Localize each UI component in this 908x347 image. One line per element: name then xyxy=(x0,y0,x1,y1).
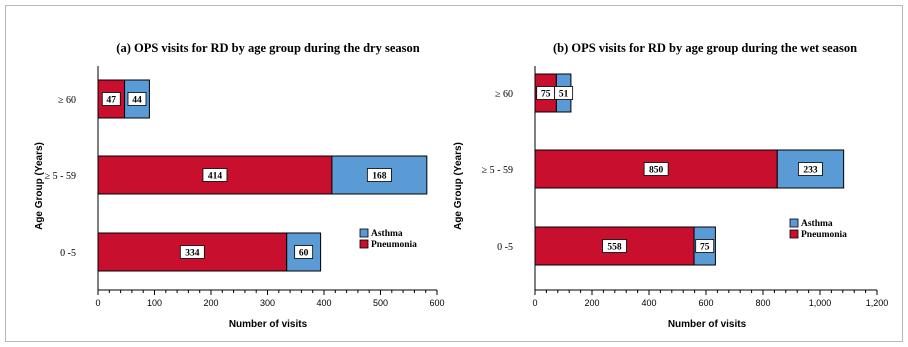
y-axis-label: Age Group (Years) xyxy=(34,142,45,230)
legend-label: Asthma xyxy=(801,219,833,229)
data-label: 414 xyxy=(208,172,223,182)
data-label: 51 xyxy=(559,90,569,100)
data-label: 75 xyxy=(541,90,551,100)
data-label: 850 xyxy=(649,166,664,176)
legend-label: Pneumonia xyxy=(801,230,847,240)
x-tick-label: 400 xyxy=(641,298,656,308)
data-label-box xyxy=(554,86,574,100)
y-category-label: ≥ 5 - 59 xyxy=(45,171,76,182)
x-tick-label: 400 xyxy=(316,298,331,308)
x-tick-label: 200 xyxy=(203,298,218,308)
y-category-label: ≥ 60 xyxy=(495,89,513,100)
x-tick-label: 500 xyxy=(373,298,388,308)
x-tick-label: 100 xyxy=(147,298,162,308)
data-label: 233 xyxy=(803,166,818,176)
data-label: 75 xyxy=(700,243,710,253)
data-label-box xyxy=(695,239,715,253)
data-label-box xyxy=(602,239,627,253)
data-label: 47 xyxy=(107,96,117,106)
data-label: 168 xyxy=(372,172,387,182)
chart-panel-dry-season: (a) OPS visits for RD by age group durin… xyxy=(34,41,445,330)
y-category-label: ≥ 5 - 59 xyxy=(482,165,513,176)
chart-title: (b) OPS visits for RD by age group durin… xyxy=(553,41,857,55)
data-label-box xyxy=(179,245,205,259)
legend-label: Asthma xyxy=(371,229,403,239)
data-label-box xyxy=(643,162,669,176)
data-label-box xyxy=(101,92,121,106)
x-axis-label: Number of visits xyxy=(229,319,308,330)
x-tick-label: 0 xyxy=(95,298,100,308)
data-label: 334 xyxy=(185,249,200,259)
data-label: 60 xyxy=(299,249,309,259)
x-tick-label: 200 xyxy=(584,298,599,308)
legend-swatch-pneumonia xyxy=(359,239,369,249)
y-category-label: 0 -5 xyxy=(497,242,513,253)
y-axis-label: Age Group (Years) xyxy=(453,142,464,230)
chart-title: (a) OPS visits for RD by age group durin… xyxy=(116,41,419,55)
x-tick-label: 600 xyxy=(698,298,713,308)
data-label: 558 xyxy=(607,243,622,253)
data-label: 44 xyxy=(132,96,142,106)
legend-label: Pneumonia xyxy=(371,240,417,250)
legend-swatch-pneumonia xyxy=(789,229,799,239)
legend-swatch-asthma xyxy=(789,218,799,228)
data-label-box xyxy=(798,162,823,176)
legend-swatch-asthma xyxy=(359,228,369,238)
data-label-box xyxy=(366,168,392,182)
x-tick-label: 0 xyxy=(532,298,537,308)
data-label-box xyxy=(202,168,228,182)
chart-panel-wet-season: (b) OPS visits for RD by age group durin… xyxy=(453,41,888,330)
bar-asthma xyxy=(776,149,845,189)
x-axis-label: Number of visits xyxy=(668,319,747,330)
x-tick-label: 1,000 xyxy=(809,298,832,308)
x-tick-label: 300 xyxy=(260,298,275,308)
data-label-box xyxy=(294,245,314,259)
x-tick-label: 600 xyxy=(429,298,444,308)
data-label-box xyxy=(127,92,147,106)
x-tick-label: 800 xyxy=(755,298,770,308)
y-category-label: 0 -5 xyxy=(60,248,76,259)
y-category-label: ≥ 60 xyxy=(58,95,76,106)
x-tick-label: 1,200 xyxy=(866,298,889,308)
